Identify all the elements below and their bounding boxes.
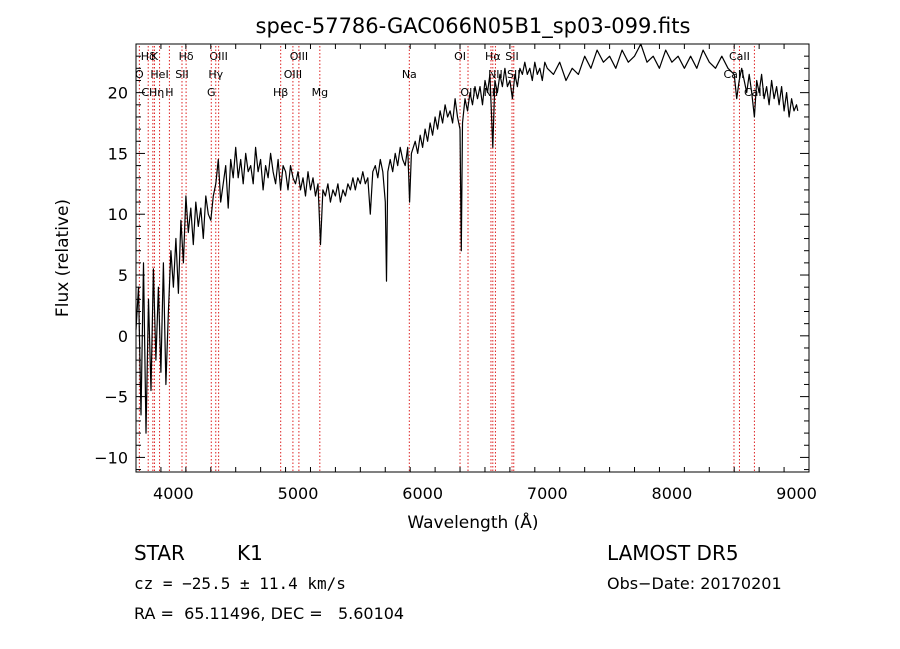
- spectral-line-label: OIII: [209, 50, 227, 63]
- spectral-line-label: K: [151, 50, 159, 63]
- spectral-line-label: G: [207, 86, 216, 99]
- spectrum-series-line: [135, 43, 799, 434]
- x-tick-label: 4000: [153, 484, 194, 503]
- axes-layer: 4000 5000 6000 7000 8000 9000 −10 −5 0 5 10 15 20: [94, 43, 817, 503]
- spectral-line-label: OI: [454, 50, 466, 63]
- spectral-line-label: Hδ: [141, 50, 156, 63]
- spectral-line-label: SII: [507, 68, 520, 81]
- y-tick-label: 20: [108, 84, 128, 103]
- series-layer: [135, 43, 799, 434]
- spectral-line-label: CaII: [729, 50, 750, 63]
- observation-date: Obs−Date: 20170201: [607, 574, 782, 593]
- spectral-line-label: O: [135, 68, 144, 81]
- y-tick-label: 0: [118, 327, 128, 346]
- x-tick-label: 8000: [652, 484, 693, 503]
- spectral-line-label: OII: [460, 86, 475, 99]
- plot-frame: [135, 43, 810, 473]
- x-tick-label: 7000: [527, 484, 568, 503]
- x-tick-label: 5000: [278, 484, 319, 503]
- x-tick-label: 9000: [776, 484, 817, 503]
- spectral-line-label: HeI: [150, 68, 168, 81]
- spectral-line-label: SII: [175, 68, 188, 81]
- spectral-line-label: H: [165, 86, 173, 99]
- spectral-line-label: Hγ: [208, 68, 223, 81]
- redshift-velocity: cz = −25.5 ± 11.4 km/s: [134, 574, 346, 593]
- chart-title: spec-57786-GAC066N05B1_sp03-099.fits: [256, 14, 691, 39]
- spectral-line-label: Hβ: [273, 86, 288, 99]
- y-axis-label: Flux (relative): [53, 199, 73, 317]
- spectral-line-label: CHη: [141, 86, 164, 99]
- survey-name: LAMOST DR5: [607, 541, 739, 565]
- spectral-line-label: Mg: [312, 86, 328, 99]
- object-class: STAR: [134, 541, 185, 565]
- y-tick-label: −5: [104, 388, 128, 407]
- spectral-line-label: SII: [505, 50, 518, 63]
- spectral-line-label: OIII: [284, 68, 302, 81]
- y-tick-label: 10: [108, 205, 128, 224]
- spectral-line-label: Hα: [485, 50, 501, 63]
- y-tick-label: −10: [94, 448, 128, 467]
- sky-coordinates: RA = 65.11496, DEC = 5.60104: [134, 604, 405, 623]
- spectral-line-label: Na: [402, 68, 417, 81]
- y-tick-label: 15: [108, 144, 128, 163]
- object-subclass: K1: [237, 541, 263, 565]
- x-axis-label: Wavelength (Å): [407, 511, 538, 533]
- spectral-line-label: OIII: [290, 50, 308, 63]
- y-tick-label: 5: [118, 266, 128, 285]
- spectral-line-label: Hδ: [179, 50, 194, 63]
- x-tick-label: 6000: [402, 484, 443, 503]
